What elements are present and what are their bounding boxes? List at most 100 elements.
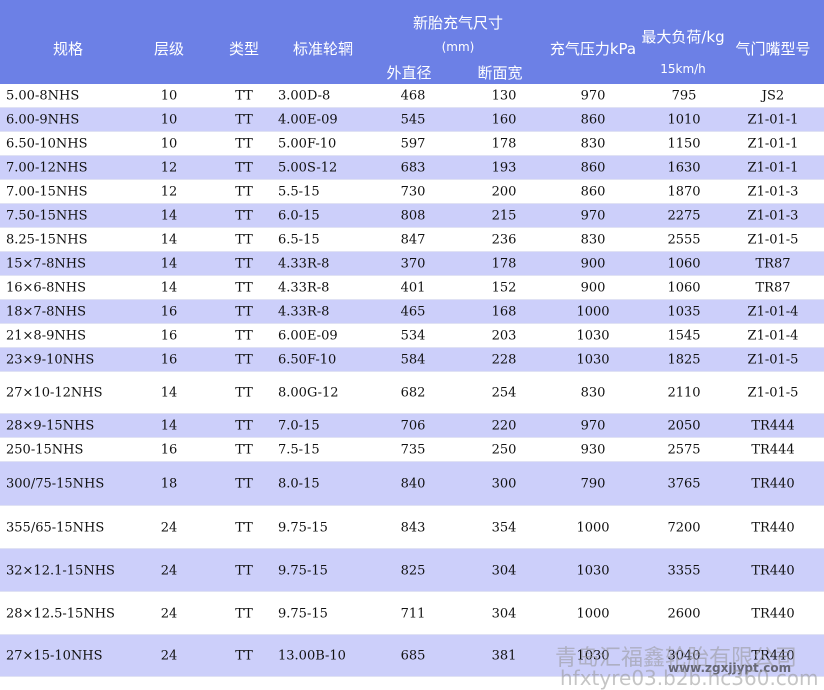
cell-section-width: 160 <box>491 112 517 128</box>
table-row: 32×12.1-15NHS 24 TT 9.75-15 825 304 1030 3355 TR… <box>0 549 824 592</box>
cell-ply: 16 <box>160 304 178 320</box>
cell-valve: TR440 <box>751 648 795 664</box>
cell-spec: 250-15NHS <box>6 442 84 458</box>
table-row: 27×10-12NHS 14 TT 8.00G-12 682 254 830 2110 Z1-0… <box>0 372 824 414</box>
cell-max-load: 2600 <box>667 606 701 621</box>
cell-pressure: 1000 <box>576 606 610 621</box>
header-ply: 层级 <box>153 40 185 58</box>
cell-pressure: 830 <box>580 232 606 248</box>
cell-spec: 16×6-8NHS <box>6 280 86 296</box>
cell-spec: 27×10-12NHS <box>6 385 103 401</box>
cell-section-width: 200 <box>491 184 517 200</box>
cell-rim: 8.0-15 <box>278 476 320 492</box>
table-row: 28×12.5-15NHS 24 TT 9.75-15 711 304 1000 2600 TR… <box>0 592 824 635</box>
table-row: 5.00-8NHS 10 TT 3.00D-8 468 130 970 795 JS2 <box>0 84 824 108</box>
cell-section-width: 152 <box>491 280 517 296</box>
cell-section-width: 381 <box>491 648 517 664</box>
cell-valve: Z1-01-5 <box>747 385 799 401</box>
cell-outer-diameter: 545 <box>400 112 426 128</box>
cell-max-load: 7200 <box>667 520 701 535</box>
cell-pressure: 930 <box>580 442 606 458</box>
cell-max-load: 2575 <box>667 442 701 458</box>
cell-max-load: 1870 <box>667 184 701 200</box>
cell-type: TT <box>235 160 253 176</box>
header-valve: 气门嘴型号 <box>735 40 811 58</box>
cell-section-width: 300 <box>491 476 517 492</box>
cell-rim: 4.33R-8 <box>278 256 330 272</box>
cell-outer-diameter: 825 <box>400 563 426 578</box>
cell-section-width: 354 <box>491 520 517 535</box>
cell-max-load: 1060 <box>667 280 701 296</box>
cell-section-width: 215 <box>491 208 517 224</box>
cell-ply: 18 <box>160 476 178 492</box>
cell-ply: 24 <box>160 648 178 664</box>
cell-max-load: 795 <box>671 88 697 104</box>
cell-valve: TR87 <box>755 256 791 272</box>
watermark-url: hfxtyre03.b2b.hc360.com <box>560 666 819 690</box>
cell-max-load: 1060 <box>667 256 701 272</box>
cell-spec: 27×15-10NHS <box>6 648 103 664</box>
cell-outer-diameter: 711 <box>400 606 426 621</box>
cell-rim: 5.5-15 <box>278 184 320 200</box>
cell-valve: Z1-01-1 <box>747 160 799 176</box>
cell-type: TT <box>235 648 253 664</box>
cell-max-load: 2110 <box>667 385 701 401</box>
cell-section-width: 178 <box>491 136 517 152</box>
cell-ply: 14 <box>160 280 178 296</box>
cell-section-width: 228 <box>491 352 517 368</box>
table-row: 16×6-8NHS 14 TT 4.33R-8 401 152 900 1060 TR87 <box>0 276 824 300</box>
table-row: 250-15NHS 16 TT 7.5-15 735 250 930 2575 TR444 <box>0 438 824 462</box>
cell-rim: 9.75-15 <box>278 520 328 535</box>
cell-rim: 3.00D-8 <box>278 88 331 104</box>
cell-spec: 300/75-15NHS <box>6 476 105 492</box>
table-row: 21×8-9NHS 16 TT 6.00E-09 534 203 1030 1545 Z1-01… <box>0 324 824 348</box>
cell-max-load: 1150 <box>667 136 701 152</box>
cell-pressure: 1000 <box>576 520 610 535</box>
header-type: 类型 <box>228 40 260 58</box>
cell-max-load: 3765 <box>667 476 701 492</box>
cell-max-load: 1545 <box>667 328 701 344</box>
cell-rim: 9.75-15 <box>278 563 328 578</box>
cell-pressure: 1030 <box>576 563 610 578</box>
cell-section-width: 250 <box>491 442 517 458</box>
cell-type: TT <box>235 476 253 492</box>
cell-valve: Z1-01-3 <box>747 208 799 224</box>
cell-rim: 6.00E-09 <box>278 328 338 344</box>
cell-valve: Z1-01-1 <box>747 136 799 152</box>
cell-pressure: 860 <box>580 160 606 176</box>
cell-section-width: 178 <box>491 256 517 272</box>
cell-spec: 7.50-15NHS <box>6 208 88 224</box>
cell-section-width: 130 <box>491 88 517 104</box>
cell-ply: 16 <box>160 442 178 458</box>
table-row: 18×7-8NHS 16 TT 4.33R-8 465 168 1000 1035 Z1-01-… <box>0 300 824 324</box>
cell-outer-diameter: 401 <box>400 280 426 296</box>
cell-ply: 24 <box>160 606 178 621</box>
cell-ply: 24 <box>160 520 178 535</box>
cell-section-width: 193 <box>491 160 517 176</box>
cell-max-load: 1630 <box>667 160 701 176</box>
cell-type: TT <box>235 256 253 272</box>
cell-outer-diameter: 730 <box>400 184 426 200</box>
table-row: 6.00-9NHS 10 TT 4.00E-09 545 160 860 1010 Z1-01-… <box>0 108 824 132</box>
cell-type: TT <box>235 352 253 368</box>
cell-spec: 7.00-12NHS <box>6 160 88 176</box>
cell-valve: TR440 <box>751 563 795 578</box>
cell-type: TT <box>235 232 253 248</box>
cell-type: TT <box>235 136 253 152</box>
cell-type: TT <box>235 208 253 224</box>
header-pressure: 充气压力kPa <box>549 40 637 58</box>
watermark-url-site: www.zgxjjypt.com <box>668 661 792 675</box>
cell-type: TT <box>235 184 253 200</box>
header-max-load: 最大负荷/kg <box>641 28 725 46</box>
cell-ply: 10 <box>160 136 178 152</box>
header-speed: 15km/h <box>660 62 706 76</box>
cell-outer-diameter: 597 <box>400 136 426 152</box>
cell-rim: 6.5-15 <box>278 232 320 248</box>
cell-valve: TR444 <box>751 418 795 434</box>
cell-pressure: 1000 <box>576 304 610 320</box>
header-inflated-unit: (mm) <box>441 40 475 54</box>
cell-outer-diameter: 683 <box>400 160 426 176</box>
cell-ply: 10 <box>160 88 178 104</box>
cell-pressure: 860 <box>580 184 606 200</box>
cell-outer-diameter: 534 <box>400 328 426 344</box>
